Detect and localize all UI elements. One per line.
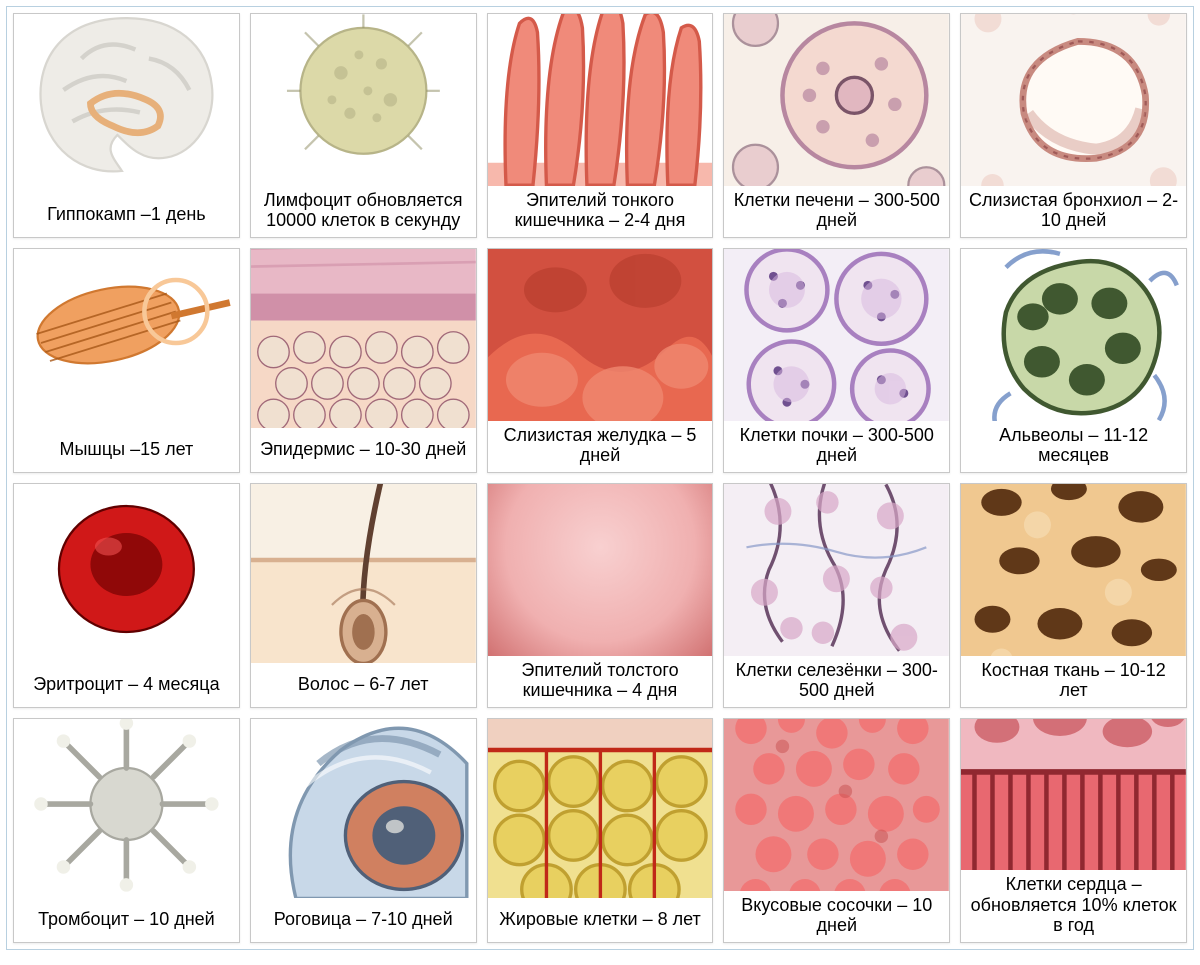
illustration-epidermis <box>251 249 476 428</box>
card-stomach: Слизистая желудка – 5 дней <box>487 248 714 473</box>
illustration-alveoli <box>961 249 1186 421</box>
card-hair: Волос – 6-7 лет <box>250 483 477 708</box>
infographic-frame: Гиппокамп –1 день <box>6 6 1194 950</box>
illustration-platelet <box>14 719 239 898</box>
caption: Клетки сердца – обновляется 10% клеток в… <box>961 870 1186 942</box>
card-tastebuds: Вкусовые сосочки – 10 дней <box>723 718 950 943</box>
illustration-bone <box>961 484 1186 656</box>
illustration-bronchiole <box>961 14 1186 186</box>
card-heart: Клетки сердца – обновляется 10% клеток в… <box>960 718 1187 943</box>
illustration-hippocampus <box>14 14 239 193</box>
caption: Гиппокамп –1 день <box>14 193 239 237</box>
card-erythrocyte: Эритроцит – 4 месяца <box>13 483 240 708</box>
caption: Мышцы –15 лет <box>14 428 239 472</box>
illustration-cornea <box>251 719 476 898</box>
caption: Волос – 6-7 лет <box>251 663 476 707</box>
caption: Эпителий толстого кишечника – 4 дня <box>488 656 713 707</box>
caption: Клетки селезёнки – 300-500 дней <box>724 656 949 707</box>
illustration-kidney <box>724 249 949 421</box>
illustration-erythrocyte <box>14 484 239 663</box>
caption: Клетки печени – 300-500 дней <box>724 186 949 237</box>
caption: Слизистая желудка – 5 дней <box>488 421 713 472</box>
illustration-lymphocyte <box>251 14 476 186</box>
illustration-small-intestine <box>488 14 713 186</box>
illustration-liver <box>724 14 949 186</box>
caption: Тромбоцит – 10 дней <box>14 898 239 942</box>
card-alveoli: Альвеолы – 11-12 месяцев <box>960 248 1187 473</box>
card-platelet: Тромбоцит – 10 дней <box>13 718 240 943</box>
illustration-hair <box>251 484 476 663</box>
card-cornea: Роговица – 7-10 дней <box>250 718 477 943</box>
card-fat: Жировые клетки – 8 лет <box>487 718 714 943</box>
caption: Слизистая бронхиол – 2-10 дней <box>961 186 1186 237</box>
card-bone: Костная ткань – 10-12 лет <box>960 483 1187 708</box>
caption: Жировые клетки – 8 лет <box>488 898 713 942</box>
illustration-fat <box>488 719 713 898</box>
card-bronchiole: Слизистая бронхиол – 2-10 дней <box>960 13 1187 238</box>
illustration-stomach <box>488 249 713 421</box>
illustration-tastebuds <box>724 719 949 891</box>
card-large-intestine: Эпителий толстого кишечника – 4 дня <box>487 483 714 708</box>
caption: Эритроцит – 4 месяца <box>14 663 239 707</box>
card-epidermis: Эпидермис – 10-30 дней <box>250 248 477 473</box>
caption: Роговица – 7-10 дней <box>251 898 476 942</box>
illustration-muscle <box>14 249 239 428</box>
illustration-spleen <box>724 484 949 656</box>
caption: Вкусовые сосочки – 10 дней <box>724 891 949 942</box>
card-liver: Клетки печени – 300-500 дней <box>723 13 950 238</box>
caption: Эпителий тонкого кишечника – 2-4 дня <box>488 186 713 237</box>
caption: Лимфоцит обновляется 10000 клеток в секу… <box>251 186 476 237</box>
card-kidney: Клетки почки – 300-500 дней <box>723 248 950 473</box>
card-small-intestine: Эпителий тонкого кишечника – 2-4 дня <box>487 13 714 238</box>
card-hippocampus: Гиппокамп –1 день <box>13 13 240 238</box>
caption: Эпидермис – 10-30 дней <box>251 428 476 472</box>
caption: Альвеолы – 11-12 месяцев <box>961 421 1186 472</box>
illustration-heart <box>961 719 1186 870</box>
caption: Клетки почки – 300-500 дней <box>724 421 949 472</box>
card-spleen: Клетки селезёнки – 300-500 дней <box>723 483 950 708</box>
card-lymphocyte: Лимфоцит обновляется 10000 клеток в секу… <box>250 13 477 238</box>
illustration-large-intestine <box>488 484 713 656</box>
caption: Костная ткань – 10-12 лет <box>961 656 1186 707</box>
card-muscle: Мышцы –15 лет <box>13 248 240 473</box>
cell-grid: Гиппокамп –1 день <box>13 13 1187 943</box>
